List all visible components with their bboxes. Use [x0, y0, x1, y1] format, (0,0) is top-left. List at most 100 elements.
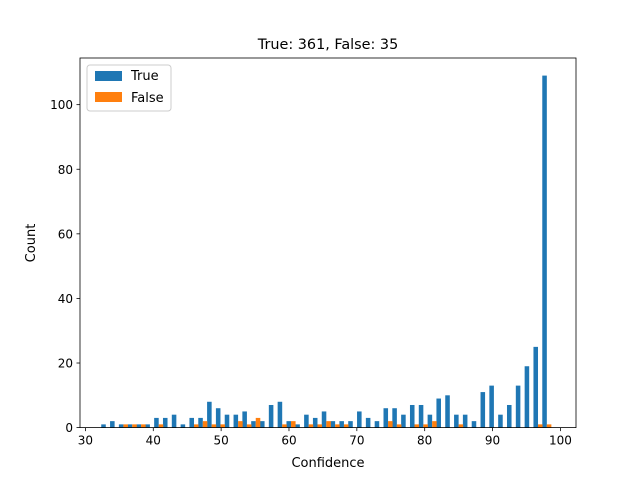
- bar-false: [546, 424, 552, 428]
- bar-true: [480, 392, 486, 428]
- bar-true: [251, 421, 256, 428]
- y-tick-label: 20: [58, 357, 73, 371]
- bar-true: [224, 414, 230, 428]
- y-tick-label: 0: [65, 421, 73, 435]
- legend-label-false: False: [131, 91, 164, 106]
- bar-false: [282, 424, 287, 428]
- bar-true: [207, 401, 212, 428]
- bar-false: [458, 424, 464, 428]
- bar-true: [392, 408, 397, 428]
- bar-true: [118, 424, 124, 428]
- bar-true: [409, 404, 415, 428]
- x-tick-label: 50: [213, 434, 228, 448]
- plot-frame: [79, 57, 577, 429]
- bar-true: [471, 421, 477, 428]
- bar-false: [414, 424, 420, 428]
- bar-false: [432, 421, 437, 428]
- bar-true: [401, 414, 406, 428]
- bar-false: [193, 424, 199, 428]
- bar-true: [154, 417, 159, 428]
- bar-true: [295, 424, 300, 428]
- bar-true: [180, 424, 186, 428]
- y-tick-label: 100: [50, 98, 73, 112]
- x-tick-label: 60: [281, 434, 296, 448]
- legend-swatch-true: [95, 71, 122, 81]
- bar-true: [330, 421, 336, 428]
- bar-true: [383, 408, 389, 428]
- x-axis-ticks: 30 40 50 60 70 80 90 100: [78, 427, 572, 448]
- bar-true: [348, 421, 353, 428]
- bar-true: [127, 424, 133, 428]
- bar-false: [141, 424, 146, 428]
- bar-true: [357, 411, 362, 428]
- y-axis-ticks: 0 20 40 60 80 100: [50, 98, 80, 435]
- x-tick-label: 30: [78, 434, 93, 448]
- legend-label-true: True: [130, 69, 159, 84]
- bar-false: [202, 421, 208, 428]
- bars-false: [123, 417, 552, 428]
- x-axis-label: Confidence: [291, 456, 364, 471]
- bar-true: [489, 385, 494, 428]
- bar-false: [255, 417, 261, 428]
- bar-true: [365, 417, 371, 428]
- bar-false: [246, 424, 252, 428]
- bar-true: [286, 421, 292, 428]
- bar-false: [396, 424, 402, 428]
- bar-true: [277, 401, 283, 428]
- bar-true: [515, 385, 521, 428]
- bar-true: [189, 417, 194, 428]
- bar-false: [538, 424, 543, 428]
- bar-true: [498, 414, 503, 428]
- legend: True False: [86, 64, 172, 112]
- bar-false: [423, 424, 428, 428]
- bar-false: [220, 424, 225, 428]
- bar-true: [304, 414, 309, 428]
- bar-false: [132, 424, 137, 428]
- bar-true: [110, 421, 115, 428]
- bar-true: [436, 398, 441, 428]
- bar-true: [418, 404, 424, 428]
- y-axis-label: Count: [24, 224, 39, 263]
- bar-false: [211, 424, 217, 428]
- bar-true: [374, 421, 380, 428]
- legend-swatch-false: [95, 92, 122, 102]
- bar-true: [233, 414, 239, 428]
- bar-true: [445, 395, 450, 428]
- x-tick-label: 100: [549, 434, 572, 448]
- bar-true: [198, 417, 203, 428]
- bar-true: [260, 421, 265, 428]
- bar-false: [343, 424, 349, 428]
- bar-true: [533, 346, 539, 428]
- bar-true: [145, 424, 150, 428]
- bar-true: [339, 421, 344, 428]
- bar-false: [308, 424, 314, 428]
- x-tick-label: 70: [349, 434, 364, 448]
- bar-true: [321, 411, 327, 428]
- bar-true: [171, 414, 177, 428]
- bars-true: [101, 75, 547, 428]
- bar-true: [524, 366, 530, 428]
- bar-false: [158, 424, 164, 428]
- bar-true: [542, 75, 547, 428]
- bar-false: [317, 424, 323, 428]
- bar-true: [506, 404, 512, 428]
- chart-title: True: 361, False: 35: [257, 37, 398, 53]
- bar-false: [388, 421, 393, 428]
- y-tick-label: 60: [58, 227, 73, 241]
- bar-true: [462, 414, 468, 428]
- bar-true: [312, 417, 318, 428]
- bar-false: [326, 421, 331, 428]
- x-tick-label: 80: [417, 434, 432, 448]
- bar-true: [101, 424, 106, 428]
- y-tick-label: 80: [58, 163, 73, 177]
- bar-true: [427, 414, 433, 428]
- bar-true: [242, 411, 247, 428]
- bar-false: [335, 424, 340, 428]
- bar-true: [136, 424, 142, 428]
- y-tick-label: 40: [58, 292, 73, 306]
- x-tick-label: 40: [146, 434, 161, 448]
- bar-false: [123, 424, 128, 428]
- bar-false: [238, 421, 243, 428]
- x-tick-label: 90: [485, 434, 500, 448]
